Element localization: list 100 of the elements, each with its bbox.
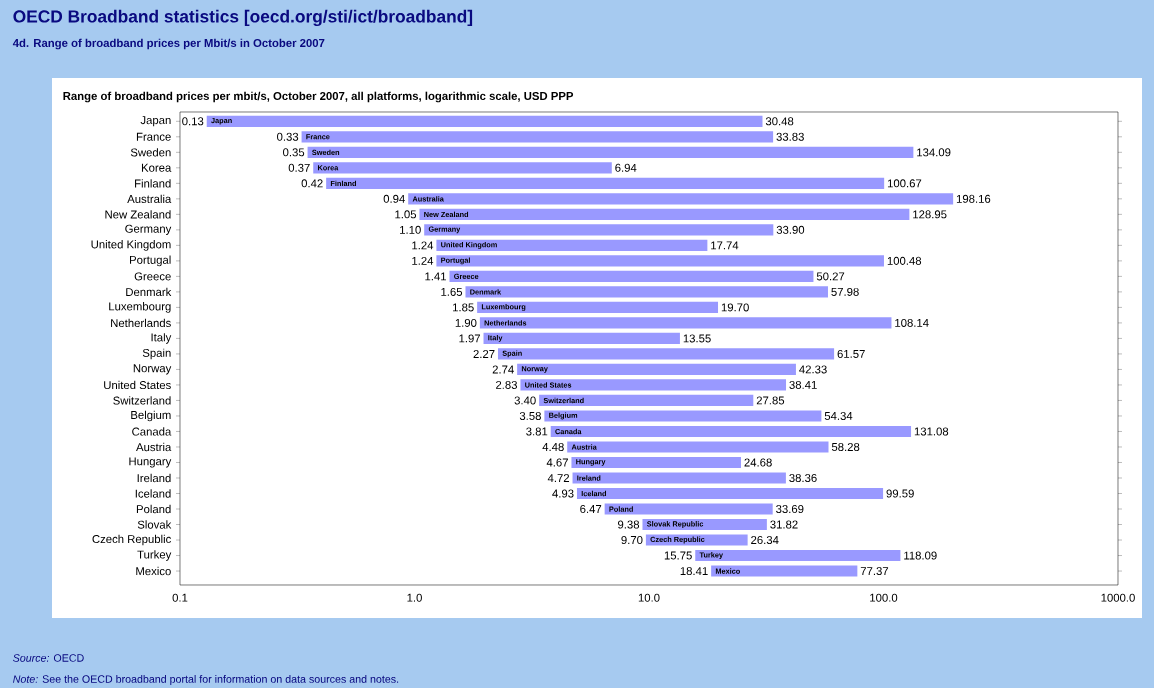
annotation: 1.10: [400, 225, 421, 234]
data-label: 99.59: [886, 489, 914, 498]
data-label: 50.27: [816, 272, 845, 281]
annotation: 1.24: [412, 256, 434, 265]
y-tick-label: Czech Republic: [92, 534, 171, 546]
bar: [436, 255, 884, 267]
bar: [645, 534, 748, 546]
bar: [571, 456, 741, 468]
y-tick-label: United States: [104, 380, 171, 389]
y-tick-label: Slovak: [137, 520, 172, 529]
annotation: 0.42: [301, 179, 323, 188]
data-label: 38.41: [789, 380, 817, 389]
bar: [520, 379, 787, 391]
bar: [307, 146, 914, 158]
y-tick-label: Luxembourg: [109, 301, 171, 313]
annotation: 4.48: [542, 442, 564, 451]
chart-title: OECD Broadband statistics [oecd.org/sti/ict/broadband]: [13, 9, 473, 26]
bar: [424, 224, 774, 236]
data-label: 128.95: [913, 210, 947, 219]
y-tick-label: Canada: [132, 427, 172, 436]
data-label: 6.94: [615, 163, 637, 172]
bar: [567, 441, 829, 453]
y-tick-label: Belgium: [131, 410, 171, 422]
y-tick-label: Iceland: [135, 489, 171, 498]
y-tick-label: Netherlands: [111, 318, 171, 327]
data-label: 57.98: [831, 287, 859, 296]
data-label: 42.33: [799, 365, 827, 374]
annotation: 15.75: [664, 551, 692, 560]
annotation: 1.90: [455, 318, 477, 327]
annotation: 6.47: [580, 504, 602, 513]
y-tick-label: Poland: [136, 504, 171, 513]
y-tick-label: Norway: [133, 364, 172, 375]
bar: [436, 239, 708, 251]
bar: [497, 348, 835, 360]
y-tick-label: Switzerland: [113, 396, 171, 405]
bar: [313, 162, 612, 174]
annotation: 1.65: [441, 287, 463, 296]
annotation: 9.38: [618, 520, 640, 529]
annotation: 9.70: [621, 535, 643, 544]
bar: [544, 410, 822, 422]
annotation: 3.40: [514, 396, 536, 405]
bar: [449, 270, 814, 282]
y-tick-label: Greece: [134, 272, 171, 281]
y-tick-label: Australia: [127, 194, 172, 203]
data-label: 33.83: [776, 132, 804, 141]
chart-subtitle: 4d. Range of broadband prices per Mbit/s in October 2007: [12, 38, 325, 50]
data-label: 118.09: [904, 551, 937, 560]
data-label: 38.36: [789, 473, 817, 482]
data-label: 33.90: [776, 225, 805, 234]
y-tick-label: Denmark: [126, 287, 172, 296]
annotation: 4.93: [552, 489, 574, 498]
bar: [572, 472, 786, 484]
data-label: 30.48: [765, 117, 794, 126]
x-tick-label: 1.0: [407, 593, 422, 602]
bar: [576, 487, 884, 499]
bar: [479, 317, 892, 329]
data-label: 54.34: [824, 411, 853, 420]
y-tick-label: Spain: [142, 348, 171, 359]
y-tick-label: Sweden: [130, 147, 171, 157]
bar: [477, 301, 719, 313]
data-label: 33.69: [776, 504, 804, 513]
x-tick-label: 100.0: [870, 593, 898, 602]
annotation: 0.94: [383, 194, 405, 203]
data-label: 100.67: [887, 179, 922, 188]
annotation: 0.35: [283, 148, 305, 157]
bar: [604, 503, 773, 515]
y-tick-label: New Zealand: [105, 209, 171, 219]
data-label: 131.08: [914, 427, 949, 436]
bar: [326, 177, 885, 189]
data-label: 19.70: [721, 303, 749, 312]
y-tick-label: United Kingdom: [91, 239, 171, 251]
data-label: 108.14: [895, 318, 929, 327]
bar: [642, 518, 767, 530]
bar: [419, 208, 910, 220]
data-label: 24.68: [744, 458, 772, 467]
y-tick-label: Mexico: [136, 566, 171, 575]
annotation: 1.85: [453, 303, 474, 312]
y-tick-label: Finland: [135, 178, 171, 188]
annotation: 1.97: [459, 334, 481, 343]
annotation: 1.24: [412, 241, 434, 250]
data-label: 58.28: [831, 442, 860, 451]
annotation: 1.41: [425, 272, 446, 281]
data-label: 31.82: [770, 520, 798, 529]
annotation: 18.41: [680, 566, 708, 575]
y-tick-label: Italy: [151, 332, 172, 344]
bar: [483, 332, 680, 344]
annotation: 0.33: [277, 132, 299, 141]
bar: [539, 394, 754, 406]
annotation: 0.13: [182, 117, 204, 126]
bar: [711, 565, 858, 577]
data-label: 26.34: [751, 535, 779, 544]
text: Source: OECD: [13, 654, 84, 662]
data-label: 13.55: [683, 334, 711, 343]
text: Note: See the OECD broadband portal for information on data sources and notes.: [13, 674, 399, 685]
annotation: 0.37: [288, 163, 310, 172]
text: Range of broadband prices per mbit/s, October 2007, all platforms, logarithmic scale, USD PPP: [63, 91, 574, 103]
y-tick-label: Hungary: [129, 457, 172, 468]
y-tick-label: Japan: [140, 116, 171, 127]
annotation: 4.67: [546, 458, 568, 467]
data-label: 77.37: [860, 566, 889, 575]
